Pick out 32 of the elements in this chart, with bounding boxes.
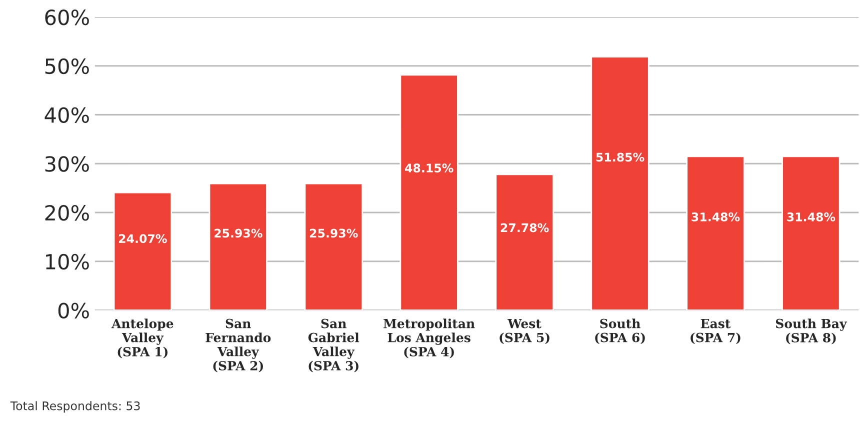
bar <box>400 74 458 310</box>
x-tick-label: Antelope Valley (SPA 1) <box>111 318 174 358</box>
bar <box>304 182 363 310</box>
x-tick-label: East (SPA 7) <box>690 318 740 344</box>
data-label: 25.93% <box>214 228 262 238</box>
y-tick-label: 0% <box>58 302 89 318</box>
data-label: 51.85% <box>596 152 644 162</box>
bar <box>113 192 172 310</box>
x-tick-label: San Gabriel Valley (SPA 3) <box>308 318 360 372</box>
y-tick-label: 30% <box>45 156 89 172</box>
data-label: 31.48% <box>787 212 836 222</box>
bar <box>495 174 554 310</box>
bar <box>782 156 840 310</box>
data-label: 24.07% <box>119 234 167 244</box>
y-tick-label: 40% <box>44 107 89 123</box>
x-tick-label: South Bay (SPA 8) <box>776 318 848 344</box>
data-label: 25.93% <box>310 228 358 238</box>
x-tick-label: South (SPA 6) <box>595 318 645 344</box>
x-tick-label: West (SPA 5) <box>500 318 550 344</box>
bar <box>590 56 650 310</box>
y-tick-label: 60% <box>45 9 89 26</box>
data-label: 27.78% <box>500 223 549 232</box>
y-tick-label: 10% <box>46 254 89 270</box>
y-tick-label: 50% <box>45 58 89 74</box>
data-label: 48.15% <box>405 164 454 172</box>
x-tick-label: Metropolitan Los Angeles (SPA 4) <box>384 318 475 358</box>
y-tick-label: 20% <box>45 204 89 221</box>
bar <box>208 182 268 310</box>
text: Total Respondents: 53 <box>10 401 140 413</box>
x-tick-label: San Fernando Valley (SPA 2) <box>206 318 271 372</box>
data-label: 31.48% <box>692 212 740 222</box>
bar <box>686 156 745 310</box>
